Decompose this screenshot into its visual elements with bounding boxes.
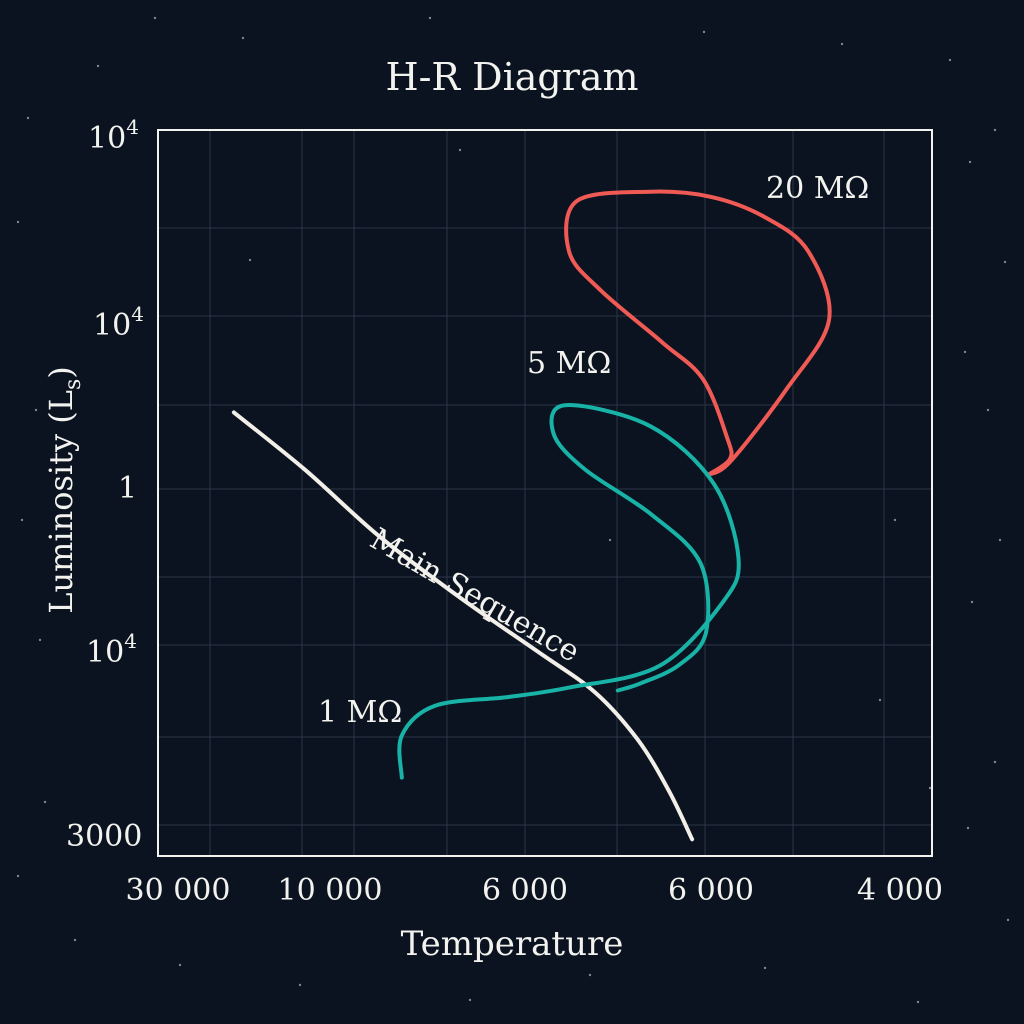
- star-dot: [428, 16, 432, 20]
- star-dot: [248, 258, 252, 262]
- star-dot: [16, 220, 20, 224]
- star-dot: [993, 760, 997, 764]
- grid-lines: [158, 130, 932, 856]
- x-tick-label: 4 000: [857, 873, 943, 908]
- chart-title: H-R Diagram: [385, 55, 638, 99]
- star-dot: [966, 826, 970, 830]
- star-dot: [241, 36, 245, 40]
- star-dot: [34, 408, 38, 412]
- star-dot: [458, 148, 462, 152]
- star-dot: [998, 538, 1002, 542]
- background-stars: [16, 16, 1010, 1004]
- series-line-5-m: [397, 403, 741, 780]
- y-tick-label: 104: [88, 115, 139, 156]
- x-tick-label: 10 000: [278, 873, 383, 908]
- star-dot: [38, 638, 42, 642]
- y-tick-label: 104: [86, 629, 137, 670]
- star-dot: [840, 42, 844, 46]
- star-dot: [153, 16, 157, 20]
- star-dot: [986, 408, 990, 412]
- x-tick-label: 30 000: [126, 873, 231, 908]
- star-dot: [608, 538, 612, 542]
- star-dot: [968, 160, 972, 164]
- star-dot: [26, 116, 30, 120]
- star-dot: [948, 58, 952, 62]
- x-tick-label: 6 000: [668, 873, 754, 908]
- star-dot: [1003, 260, 1007, 264]
- annotation-20-msun: 20 MΩ: [766, 171, 869, 206]
- star-dot: [468, 998, 472, 1002]
- star-dot: [43, 800, 47, 804]
- y-tick-label: 104: [93, 302, 144, 343]
- star-dot: [588, 973, 592, 977]
- annotation-main-sequence: Main Sequence: [364, 522, 585, 670]
- series-layer: [231, 189, 832, 842]
- star-dot: [993, 128, 997, 132]
- annotation-1-msun: 1 MΩ: [318, 695, 402, 730]
- annotation-5-msun: 5 MΩ: [527, 346, 611, 381]
- star-dot: [928, 786, 932, 790]
- star-dot: [298, 983, 302, 987]
- star-dot: [878, 698, 882, 702]
- star-dot: [963, 350, 967, 354]
- star-dot: [96, 64, 100, 68]
- plot-frame: [157, 129, 933, 857]
- star-dot: [178, 963, 182, 967]
- star-dot: [20, 518, 24, 522]
- star-dot: [702, 30, 706, 34]
- star-dot: [1006, 918, 1010, 922]
- y-tick-label: 3000: [66, 819, 142, 854]
- x-tick-label: 6 000: [482, 873, 568, 908]
- star-dot: [73, 938, 77, 942]
- series-line-main-sequence: [231, 410, 695, 842]
- y-axis-label: Luminosity (Ls): [42, 366, 86, 614]
- star-dot: [893, 518, 897, 522]
- star-dot: [16, 874, 20, 878]
- star-dot: [763, 966, 767, 970]
- star-dot: [916, 1000, 920, 1004]
- x-axis-label: Temperature: [401, 924, 624, 964]
- series-line-20-m: [564, 189, 832, 477]
- star-dot: [970, 600, 974, 604]
- y-tick-label: 1: [118, 471, 137, 506]
